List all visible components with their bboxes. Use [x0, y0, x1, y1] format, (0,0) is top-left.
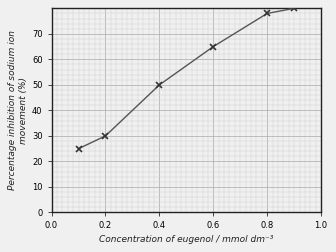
Y-axis label: Percentage inhibition of sodium ion
movement (%): Percentage inhibition of sodium ion move…	[8, 30, 28, 191]
X-axis label: Concentration of eugenol / mmol dm⁻³: Concentration of eugenol / mmol dm⁻³	[99, 235, 274, 244]
